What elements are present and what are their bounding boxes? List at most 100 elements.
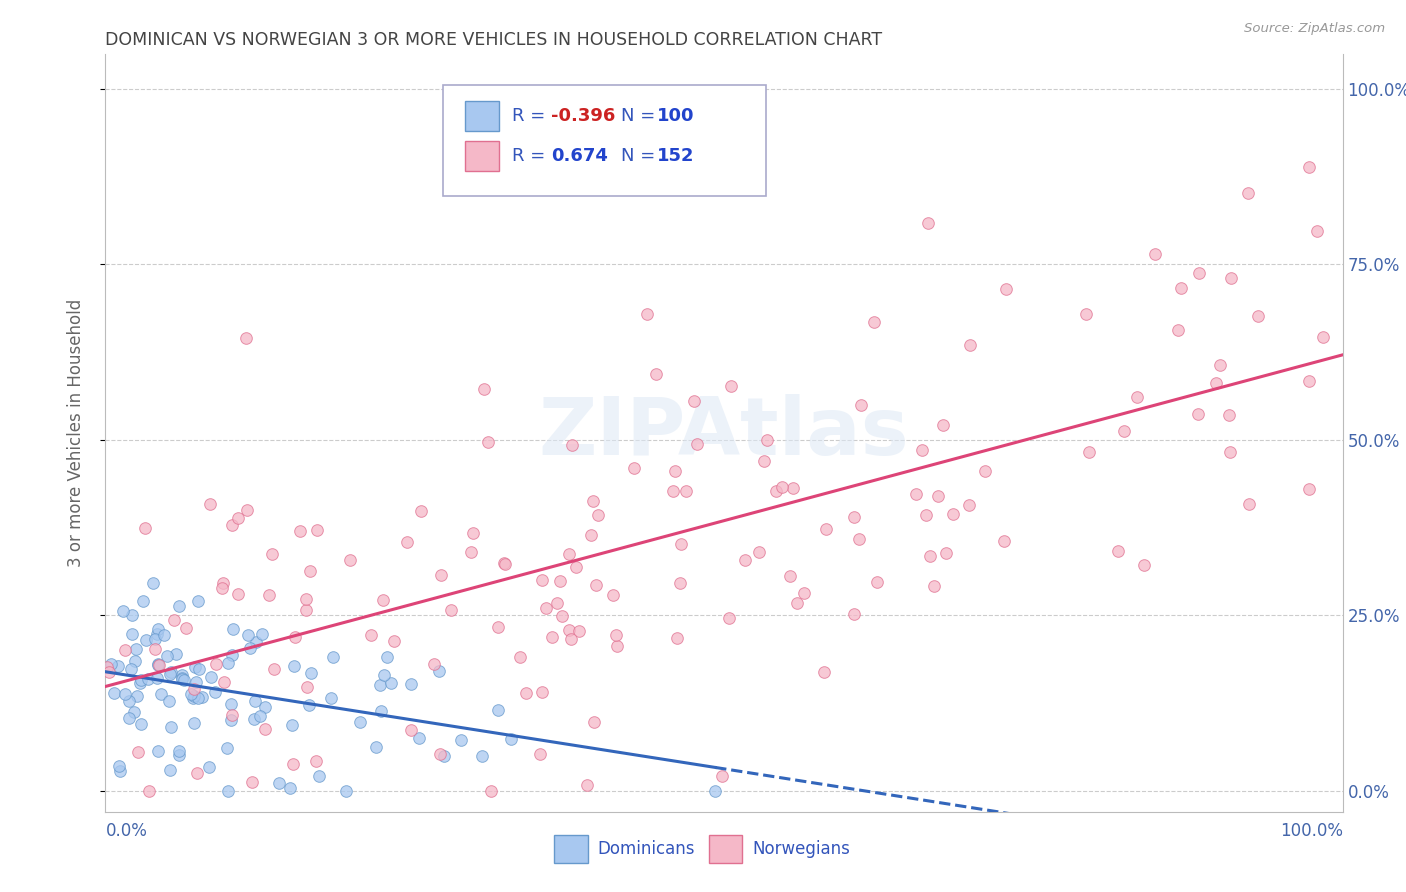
Point [779,569,801,583]
Point [471,749,494,764]
Point [1187,407,1209,421]
Point [582,494,605,508]
Point [561,438,583,452]
Point [1298,160,1320,174]
Point [152,628,174,642]
Point [284,631,307,645]
Point [129,716,152,731]
Point [280,780,302,795]
Point [156,649,179,664]
Point [606,639,628,653]
Point [460,545,482,559]
Point [917,216,939,230]
Point [922,579,945,593]
Point [586,508,609,523]
Point [294,603,316,617]
Point [249,709,271,723]
Point [148,744,170,758]
Point [1144,247,1167,261]
Point [748,545,770,559]
Point [675,483,697,498]
Point [100,657,122,672]
Point [786,596,808,610]
Point [159,667,181,681]
Point [384,633,406,648]
Text: 100.0%: 100.0% [1279,822,1343,840]
Text: ZIPAtlas: ZIPAtlas [538,393,910,472]
Point [957,498,980,512]
Point [375,650,398,665]
Point [718,611,741,625]
Point [183,716,205,731]
Point [993,534,1015,549]
Point [138,672,160,686]
Point [349,714,371,729]
Text: R =: R = [512,107,551,125]
Point [240,775,263,789]
Point [408,731,430,746]
Text: R =: R = [512,147,551,165]
Point [1209,359,1232,373]
Point [645,368,668,382]
Text: 100: 100 [657,107,695,125]
Point [125,689,148,703]
Text: Norwegians: Norwegians [752,840,851,858]
Point [107,658,129,673]
Point [97,665,120,679]
Point [191,690,214,705]
Point [463,526,485,541]
Point [305,755,328,769]
Point [174,622,197,636]
Point [770,480,793,494]
Text: DOMINICAN VS NORWEGIAN 3 OR MORE VEHICLES IN HOUSEHOLD CORRELATION CHART: DOMINICAN VS NORWEGIAN 3 OR MORE VEHICLE… [105,31,883,49]
Point [866,574,889,589]
Point [704,783,727,797]
Point [370,704,392,718]
Point [752,454,775,468]
Point [96,660,118,674]
Point [842,510,865,524]
Point [226,587,249,601]
Point [243,712,266,726]
Point [187,662,209,676]
Point [262,547,284,561]
Point [252,626,274,640]
Point [187,691,209,706]
Point [180,687,202,701]
Point [558,547,581,561]
Point [974,464,997,478]
Point [373,668,395,682]
Point [911,442,934,457]
Point [813,665,835,679]
Point [159,665,181,679]
Point [186,765,208,780]
Point [479,783,502,797]
Point [1170,281,1192,295]
Point [399,723,422,737]
Point [181,691,204,706]
Point [531,685,554,699]
Point [215,740,238,755]
Point [298,564,321,578]
Point [488,703,510,717]
Point [662,483,685,498]
Point [399,677,422,691]
Point [322,649,344,664]
Point [623,461,645,475]
Point [245,635,267,649]
Point [636,307,658,321]
Point [114,687,136,701]
Point [172,671,194,685]
Point [931,418,953,433]
Point [146,658,169,673]
Point [380,676,402,690]
Point [134,521,156,535]
Point [145,671,167,685]
Point [546,597,568,611]
Point [217,656,239,670]
Point [259,588,281,602]
Point [319,691,342,706]
Point [765,483,787,498]
Point [849,398,872,412]
Point [339,553,361,567]
